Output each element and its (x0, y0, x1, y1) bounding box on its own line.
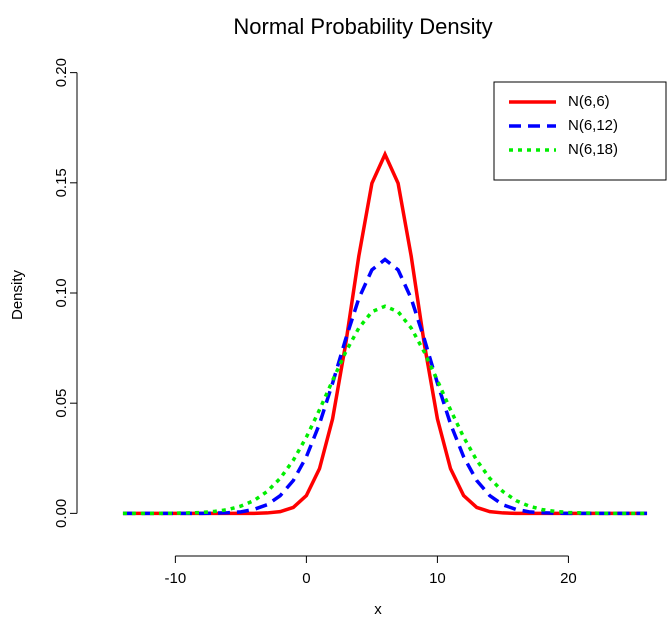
y-tick-label: 0.05 (53, 389, 70, 418)
legend-label: N(6,12) (568, 117, 618, 134)
x-tick-label: 20 (560, 570, 577, 587)
legend-label: N(6,6) (568, 93, 610, 110)
x-axis-label: x (374, 601, 382, 618)
y-tick-label: 0.15 (53, 168, 70, 197)
legend-label: N(6,18) (568, 141, 618, 158)
line-series (122, 304, 648, 516)
x-tick-label: 10 (429, 570, 446, 587)
legend-box (493, 81, 667, 181)
y-tick-label: 0.00 (53, 499, 70, 528)
y-tick-label: 0.10 (53, 278, 70, 307)
chart-title: Normal Probability Density (233, 14, 492, 39)
y-tick-label: 0.20 (53, 58, 70, 87)
line-series (122, 257, 648, 516)
y-axis-label: Density (9, 269, 26, 320)
x-tick-label: 0 (302, 570, 310, 587)
x-tick-label: -10 (165, 570, 187, 587)
line-series (122, 150, 648, 516)
